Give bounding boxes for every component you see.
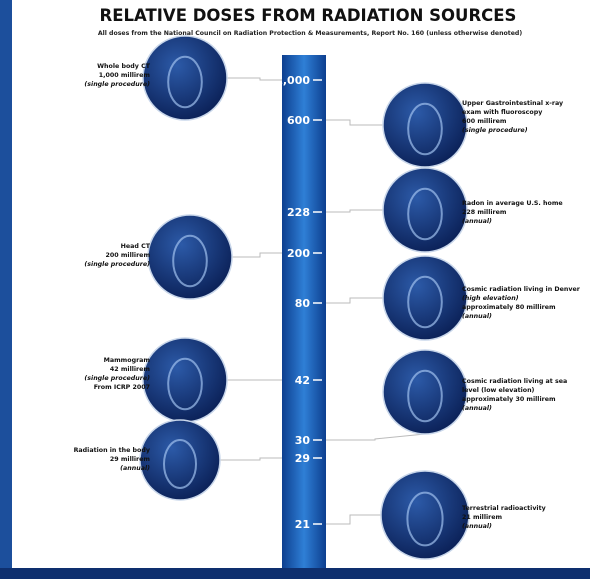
infographic: RELATIVE DOSES FROM RADIATION SOURCES Al… <box>0 0 590 579</box>
item-title: Cosmic radiation living in Denver <box>462 286 581 293</box>
item-title: Cosmic radiation living at sea <box>462 378 567 385</box>
item-detail: (annual) <box>462 523 492 530</box>
scale-label: 30 <box>295 434 311 447</box>
item-detail: (single procedure) <box>84 261 150 268</box>
connector <box>326 298 383 303</box>
item-title: Whole body CT <box>97 63 151 70</box>
item-title: Radon in average U.S. home <box>462 200 563 207</box>
connector <box>326 210 383 212</box>
scale-label: 600 <box>287 114 310 127</box>
item-detail: (single procedure) <box>84 81 150 88</box>
item-title: Terrestrial radioactivity <box>462 505 546 512</box>
page: RELATIVE DOSES FROM RADIATION SOURCES Al… <box>0 0 590 579</box>
title: RELATIVE DOSES FROM RADIATION SOURCES <box>100 6 517 25</box>
connector <box>232 253 282 257</box>
item-detail: exam with fluoroscopy <box>462 109 542 116</box>
item-detail: (annual) <box>462 218 492 225</box>
item-detail: approximately 30 millirem <box>462 396 556 403</box>
item-detail: approximately 80 millirem <box>462 304 556 311</box>
scale-label: 200 <box>287 247 310 260</box>
item-detail: level (low elevation) <box>462 387 535 394</box>
left-border <box>0 0 12 579</box>
scale-label: 80 <box>295 297 311 310</box>
connector <box>326 120 383 125</box>
item-detail: (annual) <box>462 405 492 412</box>
item-detail: (single procedure) <box>84 375 150 382</box>
dose-bar <box>282 55 326 568</box>
scale-label: 42 <box>295 374 310 387</box>
item-title: Mammogram <box>104 357 151 364</box>
connector <box>220 458 282 460</box>
connector <box>326 434 425 440</box>
item-detail: 21 millirem <box>462 514 503 521</box>
item-detail: 200 millirem <box>106 252 151 259</box>
item-detail: 228 millirem <box>462 209 507 216</box>
connector <box>227 78 282 80</box>
connector <box>326 515 381 524</box>
item-detail: (single procedure) <box>462 127 528 134</box>
scale-label: 228 <box>287 206 310 219</box>
item-detail: 1,000 millirem <box>99 72 151 79</box>
item-title: Upper Gastrointestinal x-ray <box>462 100 563 107</box>
scale-label: 29 <box>295 452 310 465</box>
item-detail: 29 millirem <box>110 456 151 463</box>
bottom-border <box>0 568 590 579</box>
item-title: Radiation in the body <box>74 447 150 454</box>
item-detail: (high elevation) <box>462 294 519 302</box>
item-detail: (annual) <box>462 313 492 320</box>
item-title: Head CT <box>121 243 151 250</box>
scale-label: 21 <box>295 518 310 531</box>
item-detail: 42 millirem <box>110 366 151 373</box>
item-detail: 600 millirem <box>462 118 507 125</box>
item-detail: (annual) <box>120 465 150 472</box>
item-detail: From ICRP 2007 <box>94 384 150 391</box>
subtitle: All doses from the National Council on R… <box>98 30 522 37</box>
